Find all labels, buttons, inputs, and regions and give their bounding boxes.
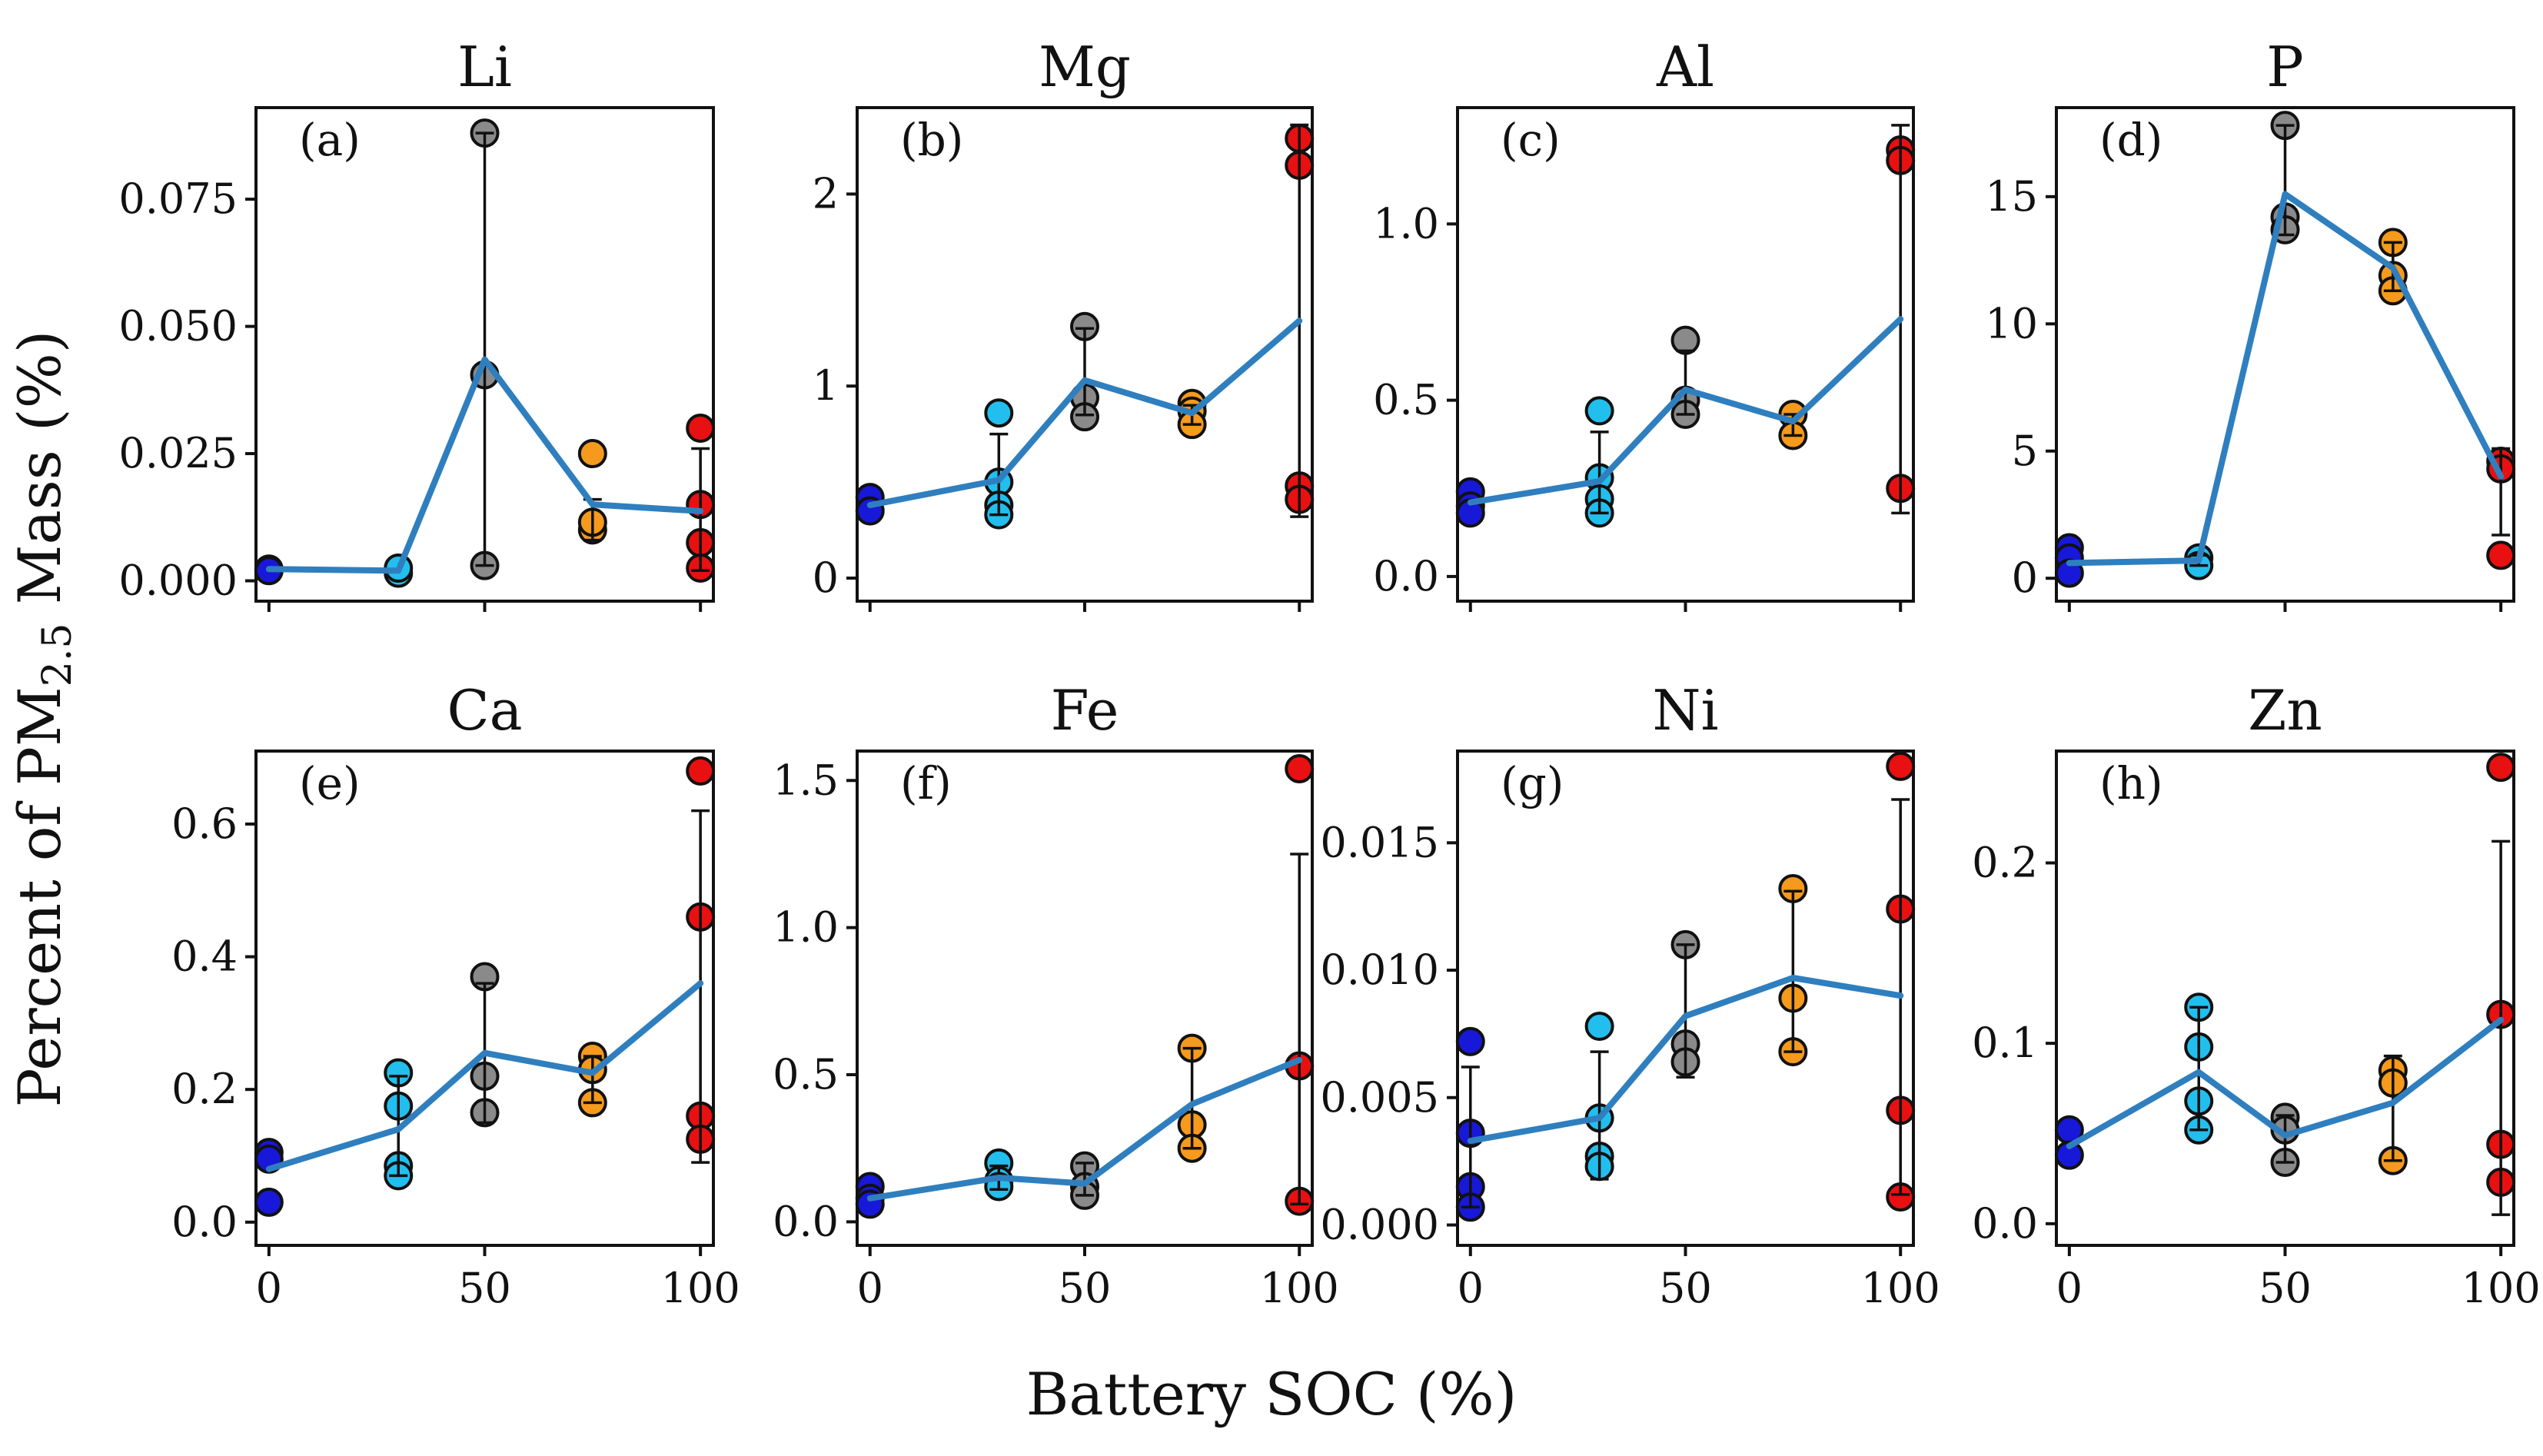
x-tick-label: 0: [857, 1264, 883, 1312]
y-tick-label: 0.005: [1320, 1073, 1439, 1122]
mean-line: [265, 980, 704, 1172]
y-axis-label-subscript: 2.5: [35, 623, 81, 687]
y-tick-label: 0: [2012, 553, 2038, 602]
data-point: [1886, 751, 1916, 781]
x-tick-label: 100: [2462, 1264, 2541, 1312]
y-tick-label: 0.5: [1373, 376, 1439, 424]
y-tick-label: 0.015: [1320, 818, 1439, 866]
y-tick-label: 0.010: [1320, 946, 1439, 994]
x-axis-label: Battery SOC (%): [1026, 1360, 1517, 1428]
y-tick-label: 0: [813, 553, 839, 602]
panel-tag: (g): [1501, 757, 1564, 809]
y-tick-label: 0.5: [773, 1050, 839, 1099]
mean-line: [2066, 191, 2505, 567]
x-tick-label: 0: [2056, 1264, 2083, 1312]
panel-al: Al (c) 0.0 0.5 1.0: [1373, 35, 1916, 612]
y-tick-label: 0.2: [171, 1065, 238, 1113]
data-point: [1285, 753, 1315, 783]
mean-line: [1467, 975, 1904, 1145]
y-tick-label: 0.000: [118, 557, 238, 605]
y-tick-label: 0.6: [171, 799, 238, 848]
y-tick-label: 0.075: [118, 175, 238, 223]
mean-line: [866, 1056, 1303, 1202]
y-tick-label: 15: [1985, 172, 2038, 221]
y-tick-label: 0.4: [171, 932, 238, 981]
y-tick-label: 1: [813, 361, 839, 410]
x-tick-label: 100: [1861, 1264, 1940, 1312]
data-point: [1670, 325, 1700, 355]
panel-tag: (f): [900, 757, 952, 809]
y-axis-label: Percent of PM2.5 Mass (%): [5, 331, 81, 1108]
panel-tag: (h): [2099, 757, 2163, 809]
y-tick-label: 5: [2012, 427, 2038, 475]
data-point: [686, 756, 716, 786]
panel-tag: (d): [2099, 114, 2162, 166]
panel-mg: Mg (b) 0 1 2: [813, 35, 1315, 612]
data-point: [2054, 1140, 2084, 1170]
mean-line: [1467, 316, 1904, 506]
panel-ca: Ca (e) 0.0 0.2 0.4 0.6 0 50 100: [171, 678, 740, 1312]
panel-title: Ca: [447, 678, 522, 743]
panel-p: P (d) 0 5 10 15: [1985, 35, 2516, 612]
y-tick-label: 2: [813, 169, 839, 218]
panel-title: Fe: [1051, 678, 1119, 743]
x-tick-label: 50: [458, 1264, 511, 1312]
y-axis-label-prefix: Percent of PM: [5, 686, 74, 1107]
x-tick-label: 50: [1659, 1264, 1712, 1312]
y-tick-label: 0.0: [171, 1198, 238, 1246]
y-axis-label-suffix: Mass (%): [5, 331, 74, 623]
data-point: [1584, 396, 1614, 426]
y-tick-label: 0.025: [118, 429, 238, 477]
data-point: [577, 439, 607, 469]
y-tick-label: 0.000: [1320, 1200, 1439, 1248]
y-tick-label: 0.050: [118, 302, 238, 351]
panel-zn: Zn (h) 0.0 0.1 0.2 0 50 100: [1972, 678, 2541, 1312]
x-tick-label: 0: [1458, 1264, 1484, 1312]
panel-ni: Ni (g) 0.000 0.005 0.010 0.015 0 50 100: [1320, 678, 1940, 1312]
mean-line: [265, 356, 704, 574]
panel-li: Li (a) 0.000 0.025 0.050 0.075: [118, 35, 716, 612]
panel-title: P: [2266, 35, 2303, 99]
y-tick-label: 1.0: [773, 903, 839, 952]
data-point: [2486, 540, 2516, 570]
mean-line: [2066, 1016, 2505, 1149]
x-tick-label: 100: [1260, 1264, 1339, 1312]
panels: Li(a)0.0000.0250.0500.075Mg(b)012Al(c)0.…: [118, 35, 2540, 1312]
y-tick-label: 0.2: [1972, 838, 2038, 886]
mean-line: [866, 317, 1303, 509]
panel-title: Zn: [2248, 678, 2322, 743]
data-point: [984, 398, 1014, 428]
y-tick-label: 10: [1985, 299, 2038, 347]
data-point: [1584, 1011, 1614, 1041]
x-tick-label: 100: [661, 1264, 740, 1312]
data-point: [1455, 1026, 1485, 1056]
y-tick-label: 0.0: [773, 1197, 839, 1245]
panel-title: Mg: [1039, 35, 1131, 99]
data-point: [2486, 753, 2516, 783]
x-tick-label: 50: [2259, 1264, 2312, 1312]
data-point: [686, 413, 716, 443]
y-tick-label: 0.0: [1373, 552, 1439, 600]
y-tick-label: 0.0: [1972, 1199, 2038, 1248]
y-tick-label: 1.5: [773, 756, 839, 804]
panel-tag: (c): [1501, 114, 1561, 166]
x-tick-label: 50: [1059, 1264, 1112, 1312]
x-tick-label: 0: [256, 1264, 282, 1312]
panel-fe: Fe (f) 0.0 0.5 1.0 1.5 0 50 100: [773, 678, 1339, 1312]
panel-tag: (e): [299, 757, 361, 809]
panel-tag: (b): [900, 114, 963, 166]
panel-title: Ni: [1652, 678, 1718, 743]
y-tick-label: 1.0: [1373, 199, 1439, 248]
panel-tag: (a): [299, 114, 361, 166]
panel-title: Al: [1656, 35, 1714, 99]
y-tick-label: 0.1: [1972, 1019, 2038, 1067]
panel-title: Li: [457, 35, 512, 99]
data-point: [254, 1187, 284, 1217]
